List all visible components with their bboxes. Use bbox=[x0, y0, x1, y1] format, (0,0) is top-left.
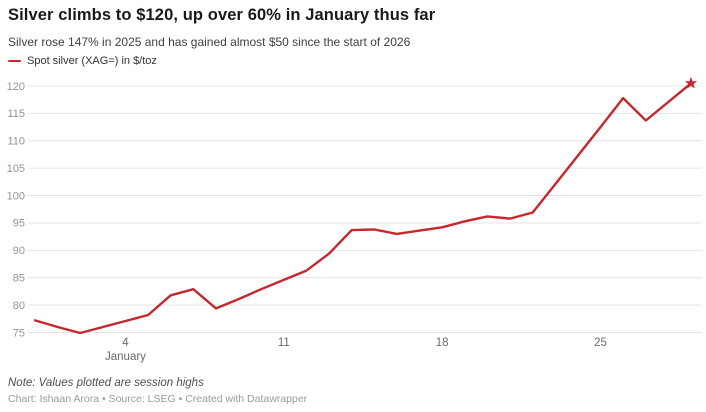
legend-label: Spot silver (XAG=) in $/toz bbox=[27, 55, 157, 67]
chart-subtitle: Silver rose 147% in 2025 and has gained … bbox=[8, 35, 411, 49]
y-tick-label: 120 bbox=[7, 81, 25, 93]
credit-line: Chart: Ishaan Arora • Source: LSEG • Cre… bbox=[8, 393, 308, 405]
y-tick-label: 85 bbox=[13, 273, 25, 285]
x-tick-label: 4 bbox=[122, 337, 129, 349]
y-tick-label: 105 bbox=[7, 163, 25, 175]
y-tick-label: 115 bbox=[7, 108, 25, 120]
chart-title: Silver climbs to $120, up over 60% in Ja… bbox=[8, 6, 436, 24]
x-tick-label: 18 bbox=[436, 337, 449, 349]
y-tick-label: 95 bbox=[13, 218, 25, 230]
footnote: Note: Values plotted are session highs bbox=[8, 377, 204, 389]
y-tick-label: 100 bbox=[7, 190, 25, 202]
x-tick-label: 25 bbox=[594, 337, 607, 349]
y-tick-label: 90 bbox=[13, 245, 25, 257]
series-line bbox=[33, 82, 693, 335]
end-star-marker-icon bbox=[684, 76, 698, 89]
x-axis-month-label: January bbox=[105, 351, 146, 363]
y-tick-label: 80 bbox=[13, 300, 25, 312]
legend: Spot silver (XAG=) in $/toz bbox=[8, 55, 157, 67]
legend-line-swatch-icon bbox=[8, 59, 21, 63]
y-tick-label: 110 bbox=[7, 136, 25, 148]
y-tick-label: 75 bbox=[13, 327, 25, 339]
x-tick-label: 11 bbox=[278, 337, 290, 349]
